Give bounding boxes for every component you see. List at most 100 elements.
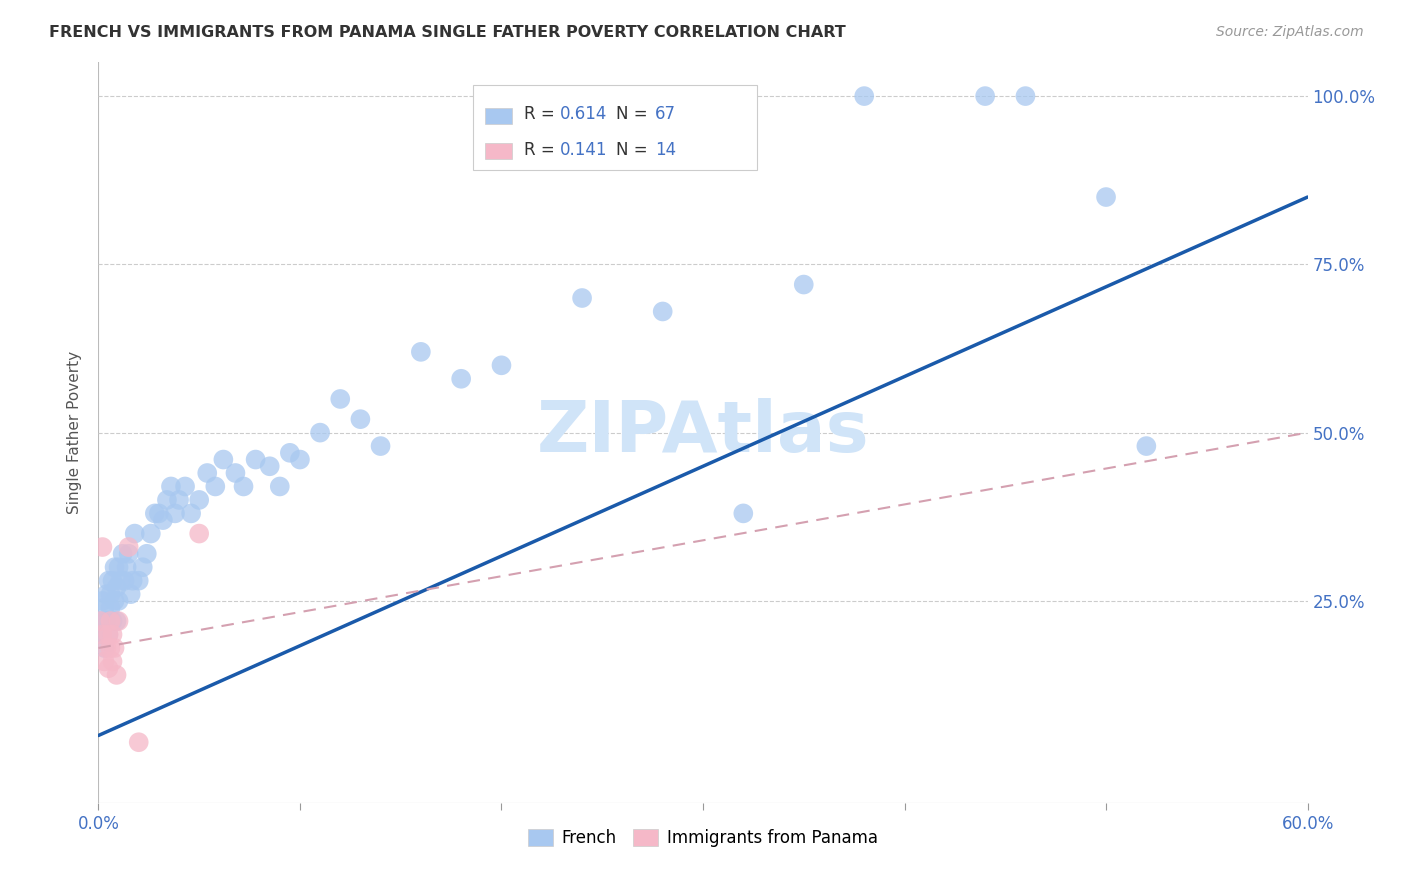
Text: R =: R = bbox=[524, 141, 560, 159]
Point bbox=[163, 507, 186, 521]
Point bbox=[135, 547, 157, 561]
Point bbox=[97, 627, 120, 641]
Point bbox=[89, 614, 111, 628]
Point bbox=[188, 492, 211, 507]
Point bbox=[1014, 89, 1036, 103]
Point bbox=[100, 587, 122, 601]
Point bbox=[91, 627, 114, 641]
Point bbox=[160, 479, 183, 493]
FancyBboxPatch shape bbox=[474, 85, 758, 169]
Y-axis label: Single Father Poverty: Single Father Poverty bbox=[67, 351, 83, 514]
Text: N =: N = bbox=[616, 141, 652, 159]
FancyBboxPatch shape bbox=[485, 108, 512, 124]
Point bbox=[450, 372, 472, 386]
Point bbox=[156, 492, 179, 507]
Point bbox=[212, 452, 235, 467]
Point bbox=[96, 587, 118, 601]
Point bbox=[103, 640, 125, 655]
Point bbox=[132, 560, 155, 574]
Point bbox=[107, 594, 129, 608]
Point bbox=[974, 89, 997, 103]
Point bbox=[349, 412, 371, 426]
Point bbox=[269, 479, 291, 493]
Point bbox=[115, 560, 138, 574]
Text: 0.141: 0.141 bbox=[561, 141, 607, 159]
Point bbox=[128, 735, 150, 749]
Point bbox=[152, 513, 174, 527]
Point bbox=[174, 479, 197, 493]
Point bbox=[370, 439, 392, 453]
Text: 67: 67 bbox=[655, 105, 676, 123]
Point bbox=[118, 547, 141, 561]
Point bbox=[733, 507, 755, 521]
Text: R =: R = bbox=[524, 105, 560, 123]
Text: 14: 14 bbox=[655, 141, 676, 159]
Point bbox=[97, 574, 120, 588]
Point bbox=[105, 581, 128, 595]
Point bbox=[128, 574, 150, 588]
Point bbox=[100, 614, 122, 628]
Point bbox=[107, 560, 129, 574]
Point bbox=[188, 526, 211, 541]
Text: 0.614: 0.614 bbox=[561, 105, 607, 123]
Point bbox=[93, 600, 115, 615]
Point bbox=[96, 640, 118, 655]
Text: ZIPAtlas: ZIPAtlas bbox=[537, 398, 869, 467]
Text: Source: ZipAtlas.com: Source: ZipAtlas.com bbox=[1216, 25, 1364, 39]
Point bbox=[101, 614, 124, 628]
Point bbox=[288, 452, 311, 467]
Point bbox=[91, 540, 114, 554]
Legend: French, Immigrants from Panama: French, Immigrants from Panama bbox=[522, 822, 884, 854]
Point bbox=[139, 526, 162, 541]
Point bbox=[100, 600, 122, 615]
Point bbox=[103, 594, 125, 608]
Point bbox=[180, 507, 202, 521]
Point bbox=[91, 627, 114, 641]
Point bbox=[278, 446, 301, 460]
Point bbox=[143, 507, 166, 521]
Point bbox=[204, 479, 226, 493]
Point bbox=[93, 655, 115, 669]
Text: N =: N = bbox=[616, 105, 652, 123]
Point bbox=[118, 540, 141, 554]
Point bbox=[103, 560, 125, 574]
Point bbox=[167, 492, 190, 507]
Point bbox=[120, 587, 142, 601]
Point bbox=[571, 291, 593, 305]
Point bbox=[93, 640, 115, 655]
Point bbox=[491, 359, 513, 373]
Point bbox=[89, 614, 111, 628]
Point bbox=[100, 640, 122, 655]
FancyBboxPatch shape bbox=[485, 143, 512, 160]
Point bbox=[107, 614, 129, 628]
Point bbox=[409, 344, 432, 359]
Point bbox=[91, 594, 114, 608]
Point bbox=[1095, 190, 1118, 204]
Point bbox=[245, 452, 267, 467]
Point bbox=[853, 89, 876, 103]
Point bbox=[651, 304, 673, 318]
Point bbox=[329, 392, 352, 406]
Point bbox=[101, 627, 124, 641]
Point bbox=[224, 466, 246, 480]
Point bbox=[101, 574, 124, 588]
Text: FRENCH VS IMMIGRANTS FROM PANAMA SINGLE FATHER POVERTY CORRELATION CHART: FRENCH VS IMMIGRANTS FROM PANAMA SINGLE … bbox=[49, 25, 846, 40]
Point bbox=[105, 668, 128, 682]
Point bbox=[97, 661, 120, 675]
Point bbox=[195, 466, 218, 480]
Point bbox=[121, 574, 143, 588]
Point bbox=[259, 459, 281, 474]
Point bbox=[232, 479, 254, 493]
Point bbox=[96, 614, 118, 628]
Point bbox=[110, 574, 132, 588]
Point bbox=[124, 526, 146, 541]
Point bbox=[114, 574, 136, 588]
Point bbox=[309, 425, 332, 440]
Point bbox=[111, 547, 134, 561]
Point bbox=[148, 507, 170, 521]
Point bbox=[1135, 439, 1157, 453]
Point bbox=[105, 614, 128, 628]
Point bbox=[101, 655, 124, 669]
Point bbox=[793, 277, 815, 292]
Point bbox=[97, 627, 120, 641]
